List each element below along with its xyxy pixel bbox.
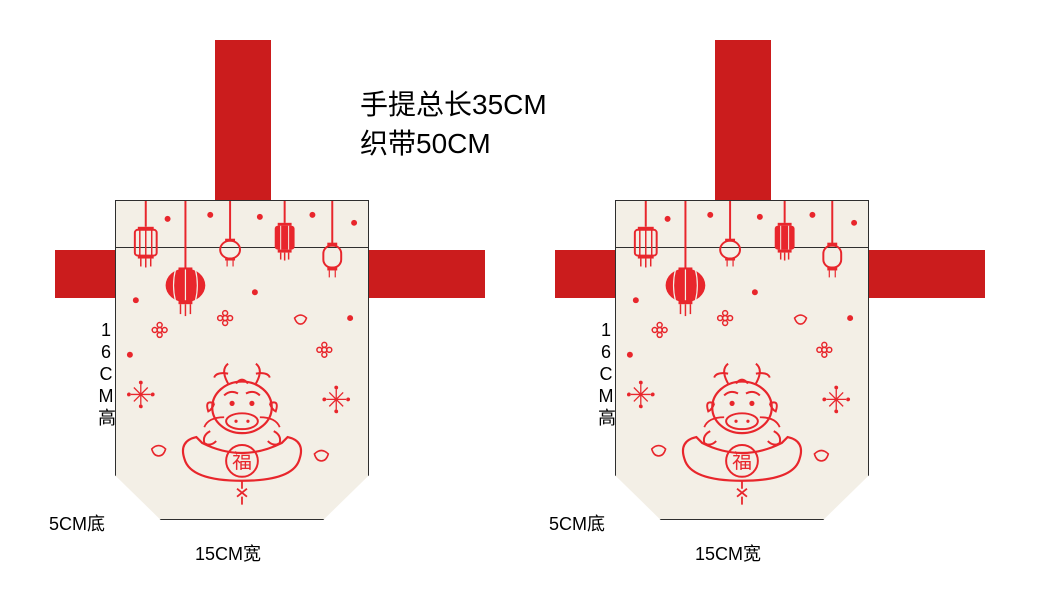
bag-artwork [116,201,368,518]
dimension-width-label: 15CM宽 [195,540,261,566]
dimension-bottom-label: 5CM底 [49,510,105,536]
handle-vertical [715,40,771,200]
bag-artwork [616,201,868,518]
bag-body [615,200,869,520]
handle-vertical [215,40,271,200]
dimension-width-label: 15CM宽 [695,540,761,566]
bag-diagram-left: 16CM高 5CM底 15CM宽 [55,40,485,590]
dimension-bottom-label: 5CM底 [549,510,605,536]
bag-diagram-right: 16CM高 5CM底 15CM宽 [555,40,985,590]
dimension-height-label: 16CM高 [93,320,119,428]
dimension-height-label: 16CM高 [593,320,619,428]
bag-body [115,200,369,520]
